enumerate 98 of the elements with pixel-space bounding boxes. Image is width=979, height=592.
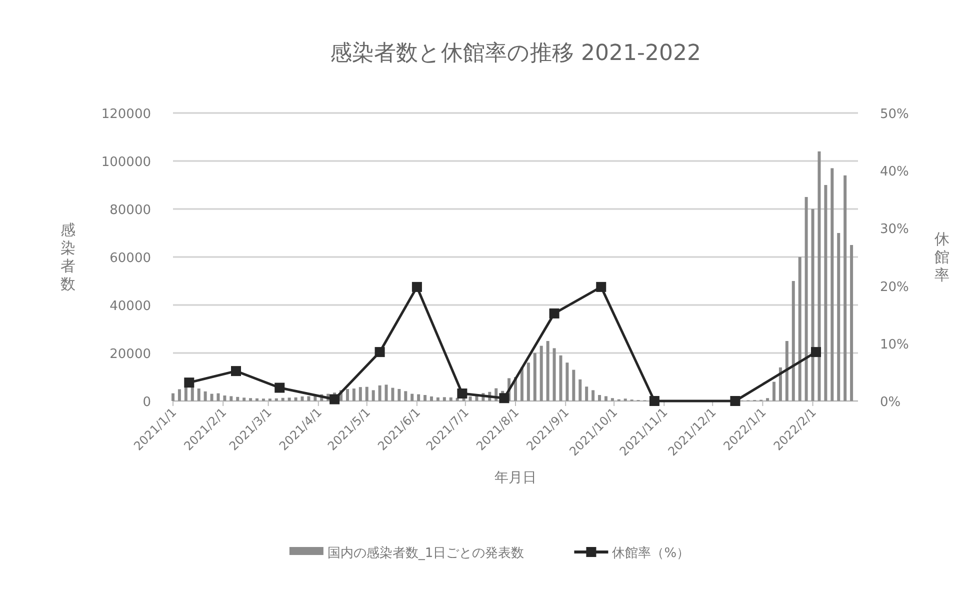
point <box>730 396 740 406</box>
bar <box>236 396 240 401</box>
bar <box>365 386 368 401</box>
bar <box>417 394 420 401</box>
bar <box>566 362 569 401</box>
bar <box>249 398 252 401</box>
bar <box>410 394 414 401</box>
point <box>184 378 194 388</box>
bar <box>223 395 226 401</box>
y2-tick-label: 50% <box>880 107 909 122</box>
bar <box>288 398 291 401</box>
bar <box>204 391 207 401</box>
bar <box>552 348 556 401</box>
bar <box>520 367 524 401</box>
bar <box>449 397 452 401</box>
bar <box>216 393 220 401</box>
bar <box>352 388 356 401</box>
bar <box>604 396 608 401</box>
bar <box>384 384 388 401</box>
point <box>374 347 385 358</box>
point <box>596 282 606 292</box>
bar <box>190 386 194 401</box>
bar <box>430 396 433 401</box>
bar <box>578 379 582 401</box>
y-tick-label: 60000 <box>110 251 151 266</box>
bar <box>572 370 576 401</box>
y-tick-label: 40000 <box>110 299 151 314</box>
bar <box>792 281 795 401</box>
point <box>231 366 242 376</box>
bar <box>785 341 788 401</box>
bar <box>850 245 854 401</box>
bar <box>559 355 562 401</box>
bar <box>824 185 828 401</box>
bar <box>540 346 543 401</box>
bar <box>274 398 278 401</box>
point <box>457 388 468 399</box>
y-tick-label: 80000 <box>110 203 151 218</box>
bar <box>197 388 200 401</box>
bar <box>585 386 588 401</box>
bar <box>178 389 181 401</box>
bar <box>766 398 770 401</box>
bar <box>442 397 446 401</box>
bar <box>436 397 440 401</box>
bar <box>172 393 174 401</box>
bar <box>230 396 233 401</box>
x-axis-title: 年月日 <box>494 470 536 486</box>
y2-tick-label: 20% <box>880 280 909 295</box>
point <box>649 396 660 406</box>
bar <box>844 175 847 401</box>
legend-label: 国内の感染者数_1日ごとの発表数 <box>327 546 524 561</box>
bar <box>358 387 362 401</box>
bar <box>778 367 782 401</box>
bar <box>404 391 408 401</box>
point <box>274 382 285 393</box>
bar <box>391 388 394 401</box>
bar <box>372 390 375 401</box>
y2-tick-label: 30% <box>880 222 909 238</box>
point <box>499 393 510 404</box>
y-tick-label: 120000 <box>101 107 151 122</box>
bar <box>592 390 595 401</box>
point <box>549 308 560 318</box>
y2-tick-label: 0% <box>880 395 901 410</box>
bar <box>210 394 214 401</box>
y-tick-label: 20000 <box>110 347 151 362</box>
bar <box>307 396 310 401</box>
bar <box>294 397 298 401</box>
bar <box>598 395 602 401</box>
point <box>330 394 340 404</box>
bar <box>830 168 834 401</box>
y-axis-title: 感染者数 <box>60 221 76 293</box>
bar <box>256 398 259 401</box>
y-tick-label: 0 <box>142 395 151 410</box>
bar <box>818 151 821 401</box>
bar <box>281 398 284 401</box>
bar <box>804 197 808 401</box>
legend-label: 休館率（%） <box>612 545 690 561</box>
point <box>412 282 422 292</box>
bar <box>546 341 550 401</box>
bar <box>798 257 802 401</box>
bar <box>242 398 246 401</box>
y-tick-label: 100000 <box>101 155 151 170</box>
bar <box>378 385 382 401</box>
bar <box>837 233 840 401</box>
bar <box>533 353 536 401</box>
chart-title: 感染者数と休館率の推移 2021-2022 <box>330 41 701 66</box>
point <box>810 347 821 358</box>
y2-tick-label: 10% <box>880 337 909 352</box>
y2-tick-label: 40% <box>880 164 909 180</box>
bar <box>424 395 427 401</box>
bar <box>468 396 472 401</box>
bar <box>610 398 614 401</box>
bar <box>398 389 401 401</box>
y2-axis-title: 休館率 <box>934 230 950 284</box>
bar <box>346 389 349 401</box>
bar <box>526 362 530 401</box>
bar <box>300 396 304 401</box>
bar <box>772 382 776 401</box>
bar <box>811 209 814 401</box>
